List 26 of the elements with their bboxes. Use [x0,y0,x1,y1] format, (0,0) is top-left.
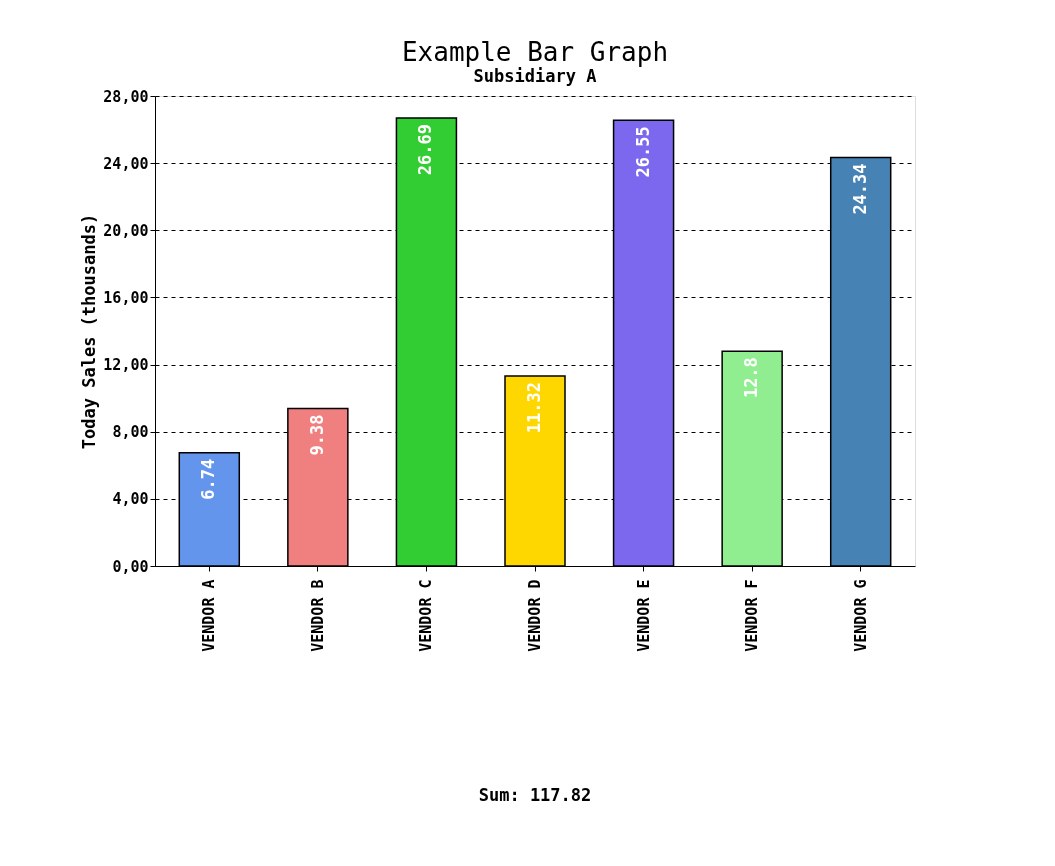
y-tick-label: 24,00 [103,154,149,173]
data-label: 11.32 [524,381,544,434]
data-label: 9.38 [306,414,327,456]
y-tick-label: 12,00 [103,356,149,375]
data-label: 12.8 [741,357,762,399]
x-tick-label: VENDOR C [417,579,436,652]
chart-subtitle: Subsidiary A [473,66,597,86]
y-tick-label: 0,00 [112,557,149,576]
text: Sum: 117.82 [478,785,592,805]
y-tick-label: 20,00 [103,221,149,240]
data-label: 6.74 [198,458,219,500]
y-axis-title: Today Sales (thousands) [79,213,100,450]
y-tick-label: 4,00 [112,490,149,509]
x-tick-label: VENDOR B [308,579,327,652]
data-label: 24.34 [849,163,870,215]
data-label: 26.69 [415,123,436,176]
y-tick-label: 16,00 [103,288,149,307]
data-label: 26.55 [632,126,653,178]
y-tick-label: 28,00 [103,87,149,106]
x-tick-label: VENDOR A [200,579,219,652]
x-tick-label: VENDOR D [526,579,544,652]
y-tick-label: 8,00 [112,423,149,442]
chart-title: Example Bar Graph [401,37,669,67]
x-tick-label: VENDOR G [851,579,870,652]
x-tick-label: VENDOR F [743,579,762,652]
x-tick-label: VENDOR E [634,579,653,652]
